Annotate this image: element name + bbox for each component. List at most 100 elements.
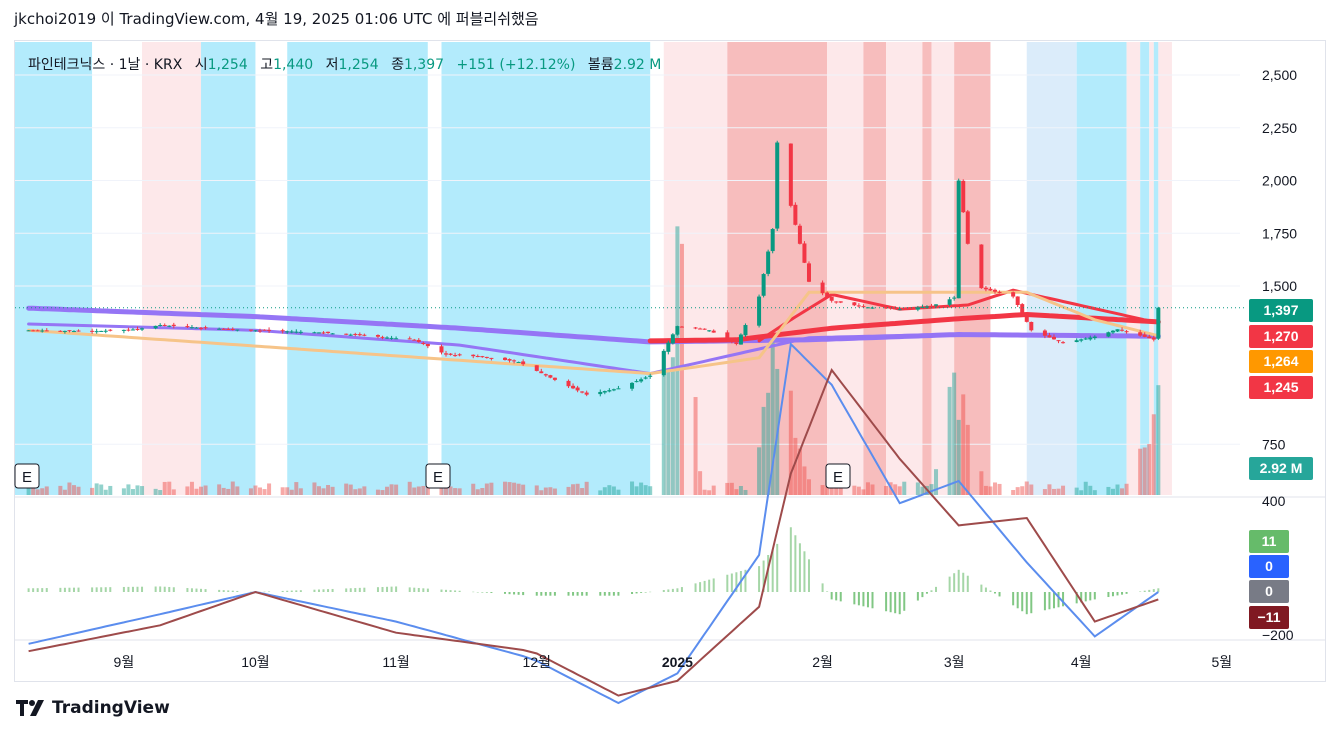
candle-body — [702, 328, 707, 330]
candle-body — [852, 302, 857, 306]
candle — [639, 377, 644, 383]
symbol-name[interactable]: 파인테크닉스 — [28, 57, 106, 73]
price-tick-label: 750 — [1262, 436, 1286, 452]
candle-body — [253, 330, 258, 332]
volume-bar — [194, 488, 199, 495]
candle — [539, 368, 544, 374]
volume-bar — [956, 419, 961, 495]
candle — [888, 306, 893, 310]
candle-body — [1106, 332, 1111, 337]
candle — [480, 355, 485, 358]
candle-body — [1011, 292, 1016, 297]
volume-bar — [189, 481, 194, 495]
candle — [983, 286, 988, 292]
volume-bar — [285, 487, 290, 495]
candle-body — [707, 330, 712, 332]
candle-body — [108, 329, 113, 331]
candle — [44, 328, 49, 332]
macd-histogram-bar — [440, 589, 443, 592]
volume-bar — [729, 482, 734, 495]
macd-histogram-bar — [91, 587, 94, 592]
candle-body — [698, 328, 703, 330]
macd-histogram-bar — [839, 592, 842, 602]
candle-body — [76, 330, 81, 332]
macd-histogram-bar — [345, 588, 348, 592]
volume-bar — [258, 487, 262, 495]
candle — [1042, 329, 1047, 339]
volume-bar — [997, 483, 1002, 495]
price-badge-text: 1,264 — [1263, 353, 1298, 369]
candle — [761, 273, 766, 298]
macd-histogram-bar — [640, 592, 643, 593]
volume-bar — [1147, 444, 1152, 495]
volume-bar — [253, 485, 258, 495]
macd-histogram-bar — [490, 592, 493, 593]
candle — [1124, 329, 1129, 334]
candle-body — [897, 309, 902, 311]
candle — [1011, 291, 1016, 299]
volume-bar — [380, 490, 385, 495]
candle — [362, 333, 367, 337]
candle — [258, 328, 262, 333]
macd-histogram-bar — [776, 543, 779, 592]
candle — [738, 333, 743, 345]
candle-body — [1029, 321, 1034, 331]
volume-bar — [71, 485, 76, 495]
macd-histogram-bar — [980, 584, 983, 592]
macd-histogram-bar — [921, 592, 924, 598]
macd-histogram-bar — [1143, 590, 1146, 592]
candle — [675, 325, 680, 336]
volume-bar — [503, 481, 507, 495]
candle — [357, 332, 362, 337]
volume-bar — [289, 489, 294, 495]
macd-histogram-bar — [803, 551, 806, 592]
macd-histogram-bar — [771, 549, 774, 592]
macd-histogram-bar — [544, 592, 547, 596]
macd-histogram-bar — [104, 587, 107, 592]
earnings-marker: E — [825, 463, 851, 489]
candle — [71, 330, 76, 333]
macd-histogram-bar — [730, 573, 733, 592]
macd-histogram-bar — [703, 580, 706, 592]
volume-bar — [162, 481, 167, 495]
volume-bar — [1051, 488, 1056, 495]
candle-body — [425, 343, 430, 347]
macd-histogram-bar — [313, 589, 316, 592]
candle-body — [575, 387, 580, 391]
macd-histogram-bar — [794, 535, 797, 592]
candle-body — [902, 308, 907, 310]
candle-body — [298, 331, 303, 333]
candle — [285, 330, 290, 334]
candle-body — [820, 282, 825, 294]
candle-body — [825, 292, 830, 297]
candle — [575, 385, 580, 393]
candle — [203, 325, 208, 330]
candle — [611, 388, 616, 392]
macd-badge-text: 0 — [1265, 558, 1273, 574]
candle — [698, 327, 703, 330]
candle-body — [199, 327, 204, 329]
candle-body — [448, 353, 453, 355]
volume-bar — [702, 489, 707, 495]
candle — [167, 325, 172, 328]
macd-histogram-bar — [708, 579, 711, 592]
macd-histogram-bar — [930, 590, 933, 592]
macd-histogram-bar — [1052, 592, 1055, 609]
macd-histogram-bar — [454, 590, 457, 592]
volume-bar — [929, 484, 934, 495]
regime-band — [886, 42, 923, 495]
moving-averages — [26, 288, 1161, 376]
macd-histogram-bar — [268, 591, 271, 592]
candle-body — [743, 325, 748, 336]
candle — [153, 325, 158, 330]
macd-histogram-bar — [676, 588, 679, 592]
footer-brand[interactable]: TradingView — [16, 698, 170, 718]
candle-body — [1079, 339, 1084, 341]
volume-bar — [852, 485, 857, 495]
candle-body — [171, 324, 176, 326]
interval[interactable]: 1날 — [118, 57, 141, 73]
volume-bar — [988, 486, 993, 495]
volume-bar — [820, 485, 825, 495]
macd-badge-text: 11 — [1262, 533, 1277, 549]
